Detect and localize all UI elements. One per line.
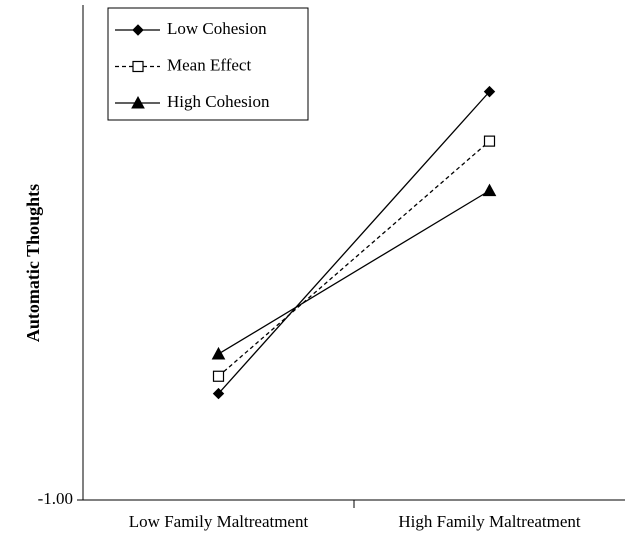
marker [482,183,497,197]
legend-label: Low Cohesion [167,19,267,38]
series-line [218,140,490,377]
marker [483,85,496,98]
legend-label: High Cohesion [167,92,270,111]
x-tick-label: High Family Maltreatment [398,512,581,531]
marker [483,135,496,147]
legend-marker [131,95,145,109]
y-axis-label: Automatic Thoughts [23,184,43,342]
legend-label: Mean Effect [167,55,251,74]
marker [212,387,225,400]
y-tick-label: -1.00 [38,489,73,508]
series-line [218,91,490,395]
series-line [218,190,490,355]
marker [212,370,225,382]
marker [211,346,226,360]
legend-marker [132,24,144,36]
x-tick-label: Low Family Maltreatment [129,512,309,531]
legend-marker [132,60,144,73]
